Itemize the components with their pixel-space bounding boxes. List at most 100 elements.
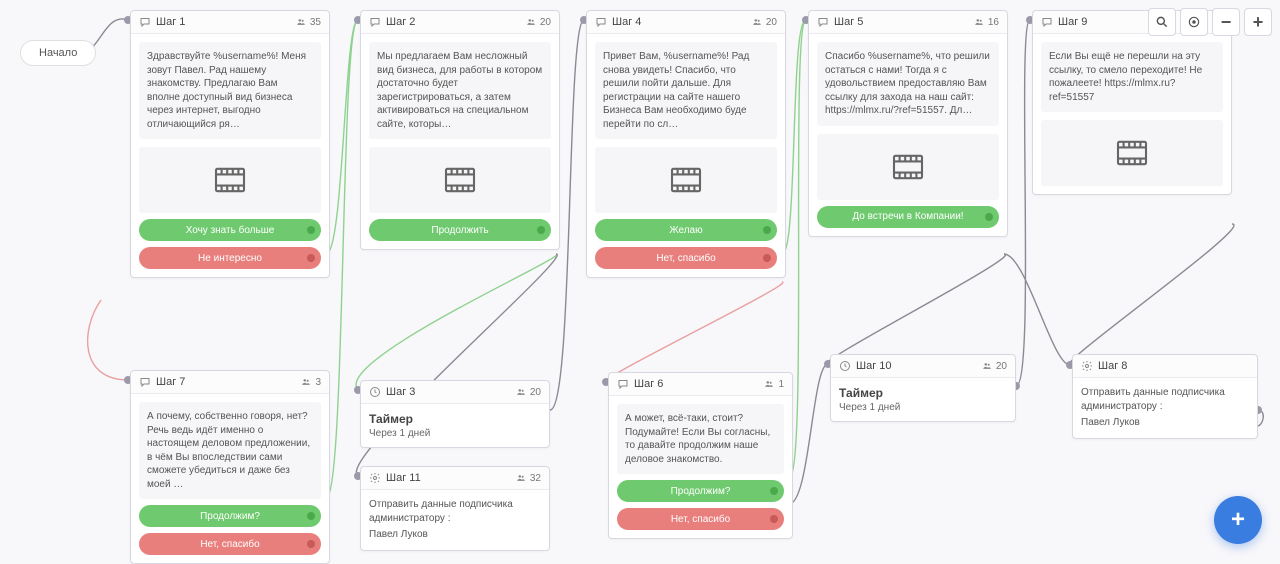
node-s7[interactable]: Шаг 73 А почему, собственно говоря, нет? … <box>130 370 330 564</box>
media-attachment[interactable] <box>139 147 321 213</box>
reply-button-red[interactable]: Не интересно <box>139 247 321 269</box>
out-port[interactable] <box>307 540 315 548</box>
people-icon <box>526 17 536 27</box>
reply-button-green[interactable]: Продолжим? <box>617 480 784 502</box>
node-type-icon <box>369 386 381 398</box>
reply-button-green[interactable]: Желаю <box>595 219 777 241</box>
admin-msg: Отправить данные подписчика администрато… <box>1081 386 1249 430</box>
center-button[interactable] <box>1180 8 1208 36</box>
edge <box>1016 20 1030 386</box>
node-title: Шаг 11 <box>386 472 516 484</box>
node-header[interactable]: Шаг 73 <box>131 371 329 394</box>
node-type-icon <box>617 378 629 390</box>
node-body: ТаймерЧерез 1 дней <box>361 404 549 447</box>
zoom-in-button[interactable]: + <box>1244 8 1272 36</box>
node-s1[interactable]: Шаг 135Здравствуйте %username%! Меня зов… <box>130 10 330 278</box>
out-port[interactable] <box>307 512 315 520</box>
node-type-icon <box>139 16 151 28</box>
node-body: Здравствуйте %username%! Меня зовут Паве… <box>131 34 329 277</box>
reply-button-green[interactable]: Хочу знать больше <box>139 219 321 241</box>
out-port[interactable] <box>985 213 993 221</box>
node-s2[interactable]: Шаг 220 Мы предлагаем Вам несложный вид б… <box>360 10 560 250</box>
node-s8[interactable]: Шаг 8 Отправить данные подписчика админис… <box>1072 354 1258 439</box>
node-s4[interactable]: Шаг 420Привет Вам, %username%! Рад снова… <box>586 10 786 278</box>
subscriber-count: 20 <box>540 17 551 28</box>
edge <box>356 254 557 390</box>
people-icon <box>764 379 774 389</box>
edge <box>1004 254 1070 365</box>
message-text: А почему, собственно говоря, нет? Речь в… <box>139 402 321 499</box>
node-header[interactable]: Шаг 1132 <box>361 467 549 490</box>
node-body: А почему, собственно говоря, нет? Речь в… <box>131 394 329 563</box>
film-icon <box>1115 139 1149 167</box>
node-type-icon <box>369 472 381 484</box>
node-s10[interactable]: Шаг 1020ТаймерЧерез 1 дней <box>830 354 1016 422</box>
node-body: А может, всё-таки, стоит? Подумайте! Есл… <box>609 396 792 538</box>
node-header[interactable]: Шаг 61 <box>609 373 792 396</box>
node-type-icon <box>817 16 829 28</box>
canvas-toolbar: − + <box>1148 8 1272 36</box>
node-header[interactable]: Шаг 1020 <box>831 355 1015 378</box>
reply-button-green[interactable]: Продолжим? <box>139 505 321 527</box>
message-text: Спасибо %username%, что решили остаться … <box>817 42 999 126</box>
film-icon <box>891 153 925 181</box>
reply-button-green[interactable]: Продолжить <box>369 219 551 241</box>
message-text: Мы предлагаем Вам несложный вид бизнеса,… <box>369 42 551 139</box>
node-body: Мы предлагаем Вам несложный вид бизнеса,… <box>361 34 559 249</box>
out-port[interactable] <box>307 254 315 262</box>
message-text: А может, всё-таки, стоит? Подумайте! Есл… <box>617 404 784 474</box>
node-type-icon <box>1081 360 1093 372</box>
start-node[interactable]: Начало <box>20 40 96 66</box>
add-step-fab[interactable]: + <box>1214 496 1262 544</box>
timer-sub: Через 1 дней <box>369 428 541 439</box>
plus-icon: + <box>1253 12 1264 33</box>
edge <box>88 300 128 380</box>
reply-button-red[interactable]: Нет, спасибо <box>595 247 777 269</box>
node-body: Если Вы ещё не перешли на эту ссылку, то… <box>1033 34 1231 194</box>
zoom-out-button[interactable]: − <box>1212 8 1240 36</box>
subscriber-count: 20 <box>996 361 1007 372</box>
minus-icon: − <box>1221 12 1232 33</box>
node-title: Шаг 4 <box>612 16 752 28</box>
node-header[interactable]: Шаг 220 <box>361 11 559 34</box>
node-title: Шаг 3 <box>386 386 516 398</box>
node-body: Отправить данные подписчика администрато… <box>361 490 549 550</box>
flow-canvas[interactable]: Начало Шаг 135Здравствуйте %username%! М… <box>0 0 1280 556</box>
out-port[interactable] <box>770 515 778 523</box>
node-header[interactable]: Шаг 516 <box>809 11 1007 34</box>
reply-button-green[interactable]: До встречи в Компании! <box>817 206 999 228</box>
people-icon <box>516 473 526 483</box>
node-header[interactable]: Шаг 320 <box>361 381 549 404</box>
out-port[interactable] <box>770 487 778 495</box>
timer-sub: Через 1 дней <box>839 402 1007 413</box>
reply-button-red[interactable]: Нет, спасибо <box>139 533 321 555</box>
search-button[interactable] <box>1148 8 1176 36</box>
node-title: Шаг 6 <box>634 378 764 390</box>
out-port[interactable] <box>307 226 315 234</box>
node-s9[interactable]: Шаг 920Если Вы ещё не перешли на эту ссы… <box>1032 10 1232 195</box>
out-port[interactable] <box>537 226 545 234</box>
edge <box>1069 224 1234 365</box>
node-type-icon <box>1041 16 1053 28</box>
node-type-icon <box>595 16 607 28</box>
node-header[interactable]: Шаг 420 <box>587 11 785 34</box>
node-header[interactable]: Шаг 135 <box>131 11 329 34</box>
node-s5[interactable]: Шаг 516 Спасибо %username%, что решили ос… <box>808 10 1008 237</box>
node-header[interactable]: Шаг 8 <box>1073 355 1257 378</box>
admin-msg: Отправить данные подписчика администрато… <box>369 498 541 542</box>
node-type-icon <box>369 16 381 28</box>
node-s6[interactable]: Шаг 61 А может, всё-таки, стоит? Подумайт… <box>608 372 793 539</box>
edge <box>326 20 358 498</box>
node-s11[interactable]: Шаг 1132 Отправить данные подписчика адми… <box>360 466 550 551</box>
media-attachment[interactable] <box>369 147 551 213</box>
media-attachment[interactable] <box>1041 120 1223 186</box>
out-port[interactable] <box>763 226 771 234</box>
node-s3[interactable]: Шаг 320ТаймерЧерез 1 дней <box>360 380 550 448</box>
subscriber-count: 3 <box>315 377 321 388</box>
search-icon <box>1155 15 1169 29</box>
subscriber-count: 16 <box>988 17 999 28</box>
out-port[interactable] <box>763 254 771 262</box>
media-attachment[interactable] <box>595 147 777 213</box>
reply-button-red[interactable]: Нет, спасибо <box>617 508 784 530</box>
media-attachment[interactable] <box>817 134 999 200</box>
